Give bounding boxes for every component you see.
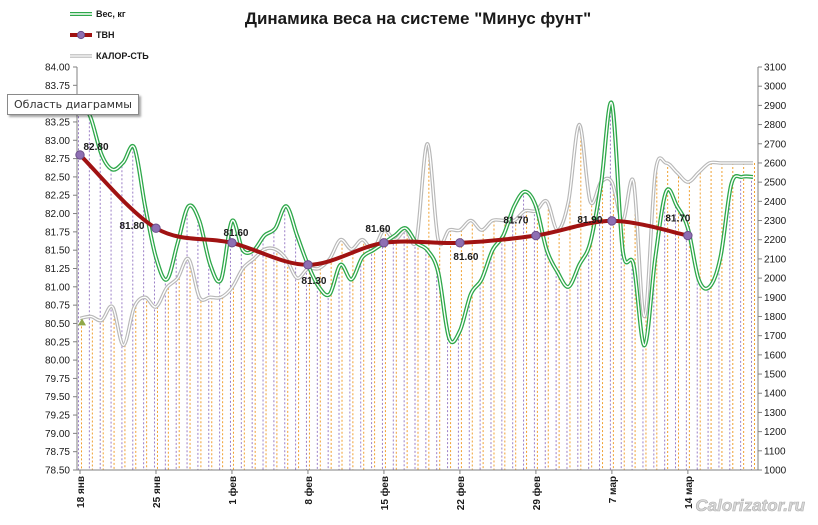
tvn-data-labels: 82.80 81.80 81.60 81.30 81.60 81.60 81.70 81.90… (83, 142, 690, 287)
legend-entry-calories[interactable]: КАЛОР-СТЬ (70, 51, 149, 61)
tvn-point[interactable] (531, 230, 541, 241)
watermark-text: Calorizator.ru (695, 496, 805, 515)
legend-entry-tvn[interactable]: ТВН (70, 30, 115, 40)
chart-title: Динамика веса на системе "Минус фунт" (245, 9, 591, 28)
tvn-point[interactable] (303, 260, 313, 270)
y-left-tick-label: 80.00 (45, 356, 70, 367)
legend-label-calories: КАЛОР-СТЬ (96, 51, 149, 61)
y-right-tick-label: 1700 (764, 331, 787, 342)
tvn-point[interactable] (455, 238, 465, 248)
y-right-tick-label: 2900 (764, 101, 787, 112)
x-tick-label: 18 янв (76, 476, 87, 508)
weight-line-inner (79, 95, 754, 347)
y-right-tick-label: 3100 (764, 63, 787, 74)
y-right-tick-label: 1000 (764, 466, 787, 477)
y-right-tick-label: 2200 (764, 235, 787, 246)
x-tick-label: 25 янв (152, 476, 163, 508)
x-tick-label: 1 фев (227, 476, 239, 505)
y-right-tick-label: 2300 (764, 216, 787, 227)
calories-series[interactable] (79, 122, 753, 348)
x-tick-label: 8 фев (303, 476, 315, 505)
tvn-data-label: 81.80 (119, 221, 144, 232)
y-left-tick-label: 79.00 (45, 429, 70, 440)
tvn-point[interactable] (607, 216, 617, 226)
calories-line-inner (79, 123, 753, 346)
tvn-line[interactable] (78, 152, 690, 267)
tvn-series[interactable] (75, 150, 693, 270)
tvn-point[interactable] (151, 223, 161, 233)
x-axis-ticks: 18 янв 25 янв 1 фев 8 фев 15 фев 22 фев 29 фев… (76, 470, 695, 510)
tvn-data-label: 81.70 (665, 214, 690, 225)
y-axis-left-ticks: 84.0083.7583.5083.2583.0082.7582.5082.25… (45, 63, 77, 477)
y-left-tick-label: 78.50 (45, 466, 70, 477)
tvn-data-label: 81.60 (365, 224, 390, 235)
tvn-point[interactable] (75, 150, 85, 160)
y-left-tick-label: 81.25 (45, 264, 70, 275)
y-left-tick-label: 78.75 (45, 447, 70, 458)
tvn-point[interactable] (379, 238, 389, 248)
tvn-data-label: 81.60 (223, 228, 248, 239)
y-left-tick-label: 79.50 (45, 392, 70, 403)
y-right-tick-label: 1300 (764, 408, 787, 419)
y-right-tick-label: 2000 (764, 274, 787, 285)
chart-area-tooltip: Область диаграммы (7, 94, 139, 115)
x-tick-label: 7 мар (608, 476, 619, 503)
y-left-tick-label: 82.75 (45, 154, 70, 165)
y-left-tick-label: 79.25 (45, 411, 70, 422)
y-left-tick-label: 80.50 (45, 319, 70, 330)
y-right-tick-label: 3000 (764, 82, 787, 93)
y-left-tick-label: 82.25 (45, 191, 70, 202)
legend-marker-tvn (76, 30, 86, 40)
tvn-point[interactable] (227, 238, 237, 248)
y-right-tick-label: 2800 (764, 120, 787, 131)
weight-series[interactable] (78, 95, 754, 348)
y-right-tick-label: 1200 (764, 427, 787, 438)
tvn-data-label: 82.80 (83, 142, 108, 153)
y-right-tick-label: 1900 (764, 293, 787, 304)
y-left-tick-label: 84.00 (45, 63, 70, 74)
legend-entry-weight[interactable]: Вес, кг (70, 9, 126, 19)
tvn-data-label: 81.60 (453, 252, 478, 263)
y-left-tick-label: 82.50 (45, 172, 70, 183)
y-axis-right-ticks: 3100 3000 2900 2800 2700 2600 2500 2400 2300 2200… (758, 63, 787, 477)
tvn-point[interactable] (683, 230, 693, 241)
first-point-marker (78, 318, 86, 326)
y-left-tick-label: 82.00 (45, 209, 70, 220)
y-right-tick-label: 2600 (764, 158, 787, 169)
y-right-tick-label: 2500 (764, 178, 787, 189)
y-left-tick-label: 81.00 (45, 282, 70, 293)
y-left-tick-label: 79.75 (45, 374, 70, 385)
tvn-data-label: 81.30 (301, 276, 326, 287)
tvn-data-label: 81.90 (577, 215, 602, 226)
y-right-tick-label: 1800 (764, 312, 787, 323)
y-left-tick-label: 83.75 (45, 81, 70, 92)
drop-lines (78, 96, 755, 470)
y-right-tick-label: 1600 (764, 350, 787, 361)
x-tick-label: 15 фев (379, 476, 391, 510)
legend[interactable]: Вес, кг ТВН КАЛОР-СТЬ (70, 9, 149, 61)
x-tick-label: 22 фев (455, 476, 467, 510)
legend-label-weight: Вес, кг (96, 9, 126, 19)
y-right-tick-label: 2700 (764, 139, 787, 150)
y-left-tick-label: 81.75 (45, 227, 70, 238)
y-left-tick-label: 81.50 (45, 246, 70, 257)
y-right-tick-label: 1500 (764, 370, 787, 381)
legend-label-tvn: ТВН (96, 30, 115, 40)
y-left-tick-label: 83.00 (45, 136, 70, 147)
y-left-tick-label: 80.25 (45, 337, 70, 348)
y-right-tick-label: 1100 (764, 446, 786, 457)
y-left-tick-label: 80.75 (45, 301, 70, 312)
tvn-data-label: 81.70 (503, 216, 528, 227)
y-right-tick-label: 2100 (764, 254, 787, 265)
x-tick-label: 29 фев (531, 476, 543, 510)
y-right-tick-label: 2400 (764, 197, 787, 208)
y-left-tick-label: 83.25 (45, 117, 70, 128)
x-tick-label: 14 мар (684, 476, 695, 509)
y-right-tick-label: 1400 (764, 389, 787, 400)
